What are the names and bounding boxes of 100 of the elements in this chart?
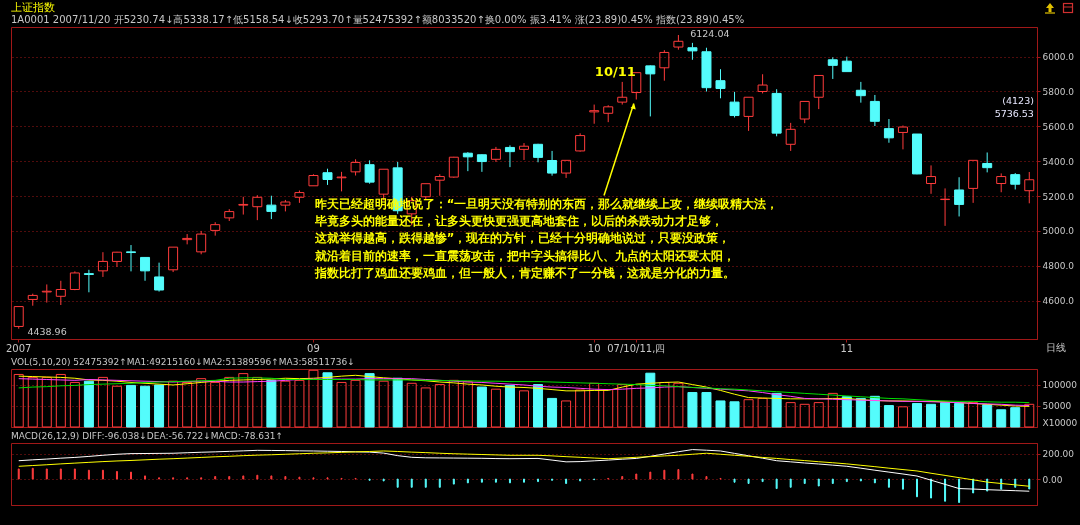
candlestick	[252, 194, 263, 221]
candlestick	[83, 269, 94, 293]
x-tick-label: 10	[587, 342, 601, 354]
bar	[954, 402, 965, 428]
y-tick-label: 50000	[1042, 401, 1072, 412]
x-tick-label: 07/10/11,四	[607, 342, 666, 354]
candlestick	[926, 164, 937, 195]
y-tick-label: 5200.0	[1042, 191, 1075, 202]
bar	[378, 380, 389, 428]
candlestick	[547, 150, 558, 177]
annotation: 4438.96	[27, 326, 67, 338]
candlestick	[490, 146, 501, 163]
bar	[673, 382, 684, 428]
chart-subtitle: 1A0001 2007/11/20 开5230.74↓高5338.17↑低5158.54↓收5293.70↑量52475392↑额8033520↑换0.00% 振3.41% 涨(23.89)0.45% 指数(23.89)0.45%	[11, 14, 745, 25]
bar	[322, 372, 333, 428]
y-tick-label: 6000.0	[1042, 52, 1075, 63]
annotation: 10/11	[594, 64, 636, 79]
candlestick	[126, 244, 136, 272]
y-tick-label: 100000	[1042, 380, 1078, 391]
bar	[182, 381, 193, 428]
candlestick	[462, 152, 473, 172]
bar	[476, 386, 487, 428]
bar	[869, 395, 880, 428]
candlestick	[883, 118, 894, 144]
y-tick-label: 5400.0	[1042, 156, 1075, 167]
bar	[926, 403, 937, 428]
bar	[504, 384, 515, 428]
bar	[1024, 403, 1035, 428]
candlestick	[350, 158, 361, 177]
candlestick	[182, 233, 193, 245]
bar	[813, 402, 824, 428]
candlestick	[434, 173, 445, 197]
x-tick-label: 09	[307, 342, 320, 354]
bar	[252, 376, 263, 428]
bar	[224, 376, 235, 428]
bar	[617, 384, 628, 428]
bar	[659, 381, 670, 428]
x-tick-label: 2007	[5, 342, 32, 354]
bar	[55, 373, 66, 428]
bar	[603, 389, 614, 428]
x-tick-label: 11	[840, 342, 854, 354]
bar	[897, 406, 908, 428]
candlestick	[827, 56, 838, 80]
bar	[238, 373, 249, 428]
bar	[196, 378, 207, 428]
y-tick-label: 200.00	[1042, 449, 1075, 460]
bar	[982, 404, 993, 428]
bar	[547, 397, 558, 428]
candlestick	[897, 124, 908, 150]
candlestick	[617, 81, 628, 106]
bar	[589, 382, 600, 428]
bar	[785, 402, 796, 428]
bar	[448, 379, 459, 428]
bar	[883, 405, 894, 428]
chart-title: 上证指数	[11, 1, 55, 14]
bar	[154, 384, 165, 428]
bar	[294, 379, 305, 428]
bar	[83, 380, 94, 428]
bar	[434, 384, 445, 428]
annotation: 指数比打了鸡血还要鸡血，但一般人，肯定赚不了一分钱，这就是分化的力量。	[313, 266, 735, 281]
y-tick-label: 4800.0	[1042, 261, 1075, 272]
bar	[841, 396, 852, 428]
bar	[27, 376, 38, 428]
bar	[97, 376, 108, 428]
bar	[111, 385, 122, 428]
bar	[561, 400, 572, 428]
bar	[280, 380, 291, 428]
candlestick	[41, 283, 52, 304]
bar	[996, 409, 1007, 428]
bar	[13, 373, 24, 428]
bar	[701, 392, 712, 428]
annotation: (4123)	[1002, 95, 1034, 107]
candlestick	[210, 221, 221, 237]
candlestick	[659, 49, 670, 82]
bar	[210, 381, 221, 428]
bar	[575, 389, 586, 428]
bar	[350, 379, 361, 428]
y-tick-label: 4600.0	[1042, 296, 1075, 307]
bar	[308, 369, 319, 428]
bar	[968, 402, 979, 428]
bar	[168, 380, 179, 428]
bar	[490, 388, 501, 428]
bar	[940, 402, 951, 428]
bar	[420, 387, 431, 428]
bar	[266, 379, 277, 428]
y-tick-label: 0.00	[1042, 474, 1063, 485]
candlestick	[869, 94, 880, 127]
candlestick	[97, 251, 108, 278]
y-tick-label: 5000.0	[1042, 226, 1075, 237]
bar	[41, 376, 52, 428]
candlestick	[954, 176, 965, 217]
bar	[715, 400, 726, 428]
bar	[645, 372, 656, 428]
bar	[757, 397, 768, 428]
y-tick-label: 5600.0	[1042, 121, 1075, 132]
bar	[771, 392, 782, 428]
bar	[729, 401, 740, 428]
bar	[462, 381, 473, 428]
bar	[519, 390, 529, 428]
annotation: 6124.04	[690, 27, 730, 39]
